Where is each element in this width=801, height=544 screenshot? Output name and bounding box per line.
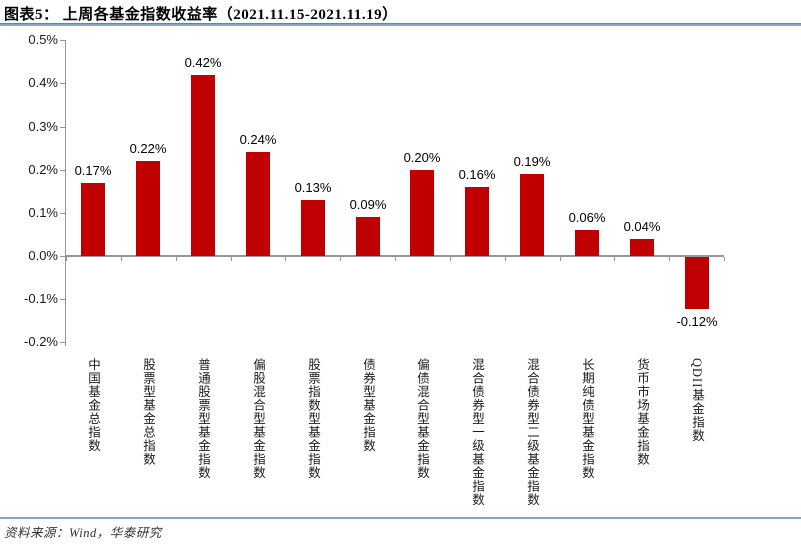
title-divider — [0, 23, 801, 26]
bar — [575, 230, 599, 256]
bar-value-label: -0.12% — [676, 314, 718, 329]
y-tick-label: -0.1% — [24, 291, 58, 306]
x-tick — [66, 257, 67, 261]
y-tick — [60, 213, 65, 214]
bar — [301, 200, 325, 256]
x-tick — [121, 257, 122, 261]
category-label: 偏债混合型基金指数 — [415, 358, 429, 480]
category-label: 股票型基金总指数 — [141, 358, 155, 466]
x-tick — [614, 257, 615, 261]
category-label: 货币市场基金指数 — [635, 358, 649, 466]
bar — [465, 187, 489, 256]
category-label: 混合债券型二级基金指数 — [525, 358, 539, 507]
y-tick-label: 0.3% — [28, 119, 58, 134]
x-tick — [395, 257, 396, 261]
y-tick-label: 0.4% — [28, 75, 58, 90]
y-tick — [60, 342, 65, 343]
bar-value-label: 0.04% — [623, 219, 661, 234]
bar — [685, 257, 709, 309]
category-label: 债券型基金指数 — [361, 358, 375, 453]
y-tick — [60, 127, 65, 128]
y-tick — [60, 170, 65, 171]
bar-value-label: 0.17% — [74, 163, 112, 178]
y-tick — [60, 40, 65, 41]
y-tick-label: 0.1% — [28, 205, 58, 220]
bar — [81, 183, 105, 256]
bar — [410, 170, 434, 256]
y-tick — [60, 299, 65, 300]
bar-value-label: 0.19% — [513, 154, 551, 169]
x-tick — [231, 257, 232, 261]
x-tick — [340, 257, 341, 261]
y-tick-label: 0.5% — [28, 32, 58, 47]
x-tick — [669, 257, 670, 261]
x-tick — [560, 257, 561, 261]
category-label: 混合债券型一级基金指数 — [470, 358, 484, 507]
x-tick — [176, 257, 177, 261]
bar-value-label: 0.06% — [568, 210, 606, 225]
category-label: 股票指数型基金指数 — [306, 358, 320, 480]
y-tick — [60, 83, 65, 84]
bar-value-label: 0.09% — [349, 197, 387, 212]
bar — [630, 239, 654, 256]
bar — [246, 152, 270, 256]
bar — [191, 75, 215, 256]
category-label: 长期纯债型基金指数 — [580, 358, 594, 480]
footer-divider — [0, 517, 801, 519]
category-label: 普通股票型基金指数 — [196, 358, 210, 480]
bar-value-label: 0.16% — [458, 167, 496, 182]
x-tick — [450, 257, 451, 261]
bar-chart: 0.5% 0.4% 0.3% 0.2% 0.1% 0.0% -0.1% -0.2% 0.17% 中… — [24, 32, 725, 507]
bar-value-label: 0.13% — [294, 180, 332, 195]
y-tick-label: -0.2% — [24, 334, 58, 349]
x-tick — [505, 257, 506, 261]
bar-value-label: 0.22% — [129, 141, 167, 156]
x-tick — [285, 257, 286, 261]
bar — [356, 217, 380, 256]
category-label: QDII基金指数 — [690, 358, 704, 443]
bar-value-label: 0.20% — [403, 150, 441, 165]
y-tick — [60, 256, 65, 257]
category-label: 中国基金总指数 — [86, 358, 100, 453]
bar-value-label: 0.42% — [184, 55, 222, 70]
y-tick-label: 0.0% — [28, 248, 58, 263]
source-note: 资料来源：Wind，华泰研究 — [4, 526, 162, 540]
bar — [520, 174, 544, 256]
category-label: 偏股混合型基金指数 — [251, 358, 265, 480]
y-tick-label: 0.2% — [28, 162, 58, 177]
y-axis-line — [65, 40, 66, 346]
x-axis-line — [66, 255, 724, 257]
bar — [136, 161, 160, 256]
chart-title: 图表5： 上周各基金指数收益率（2021.11.15-2021.11.19） — [4, 7, 398, 23]
bar-value-label: 0.24% — [239, 132, 277, 147]
x-tick — [724, 257, 725, 261]
